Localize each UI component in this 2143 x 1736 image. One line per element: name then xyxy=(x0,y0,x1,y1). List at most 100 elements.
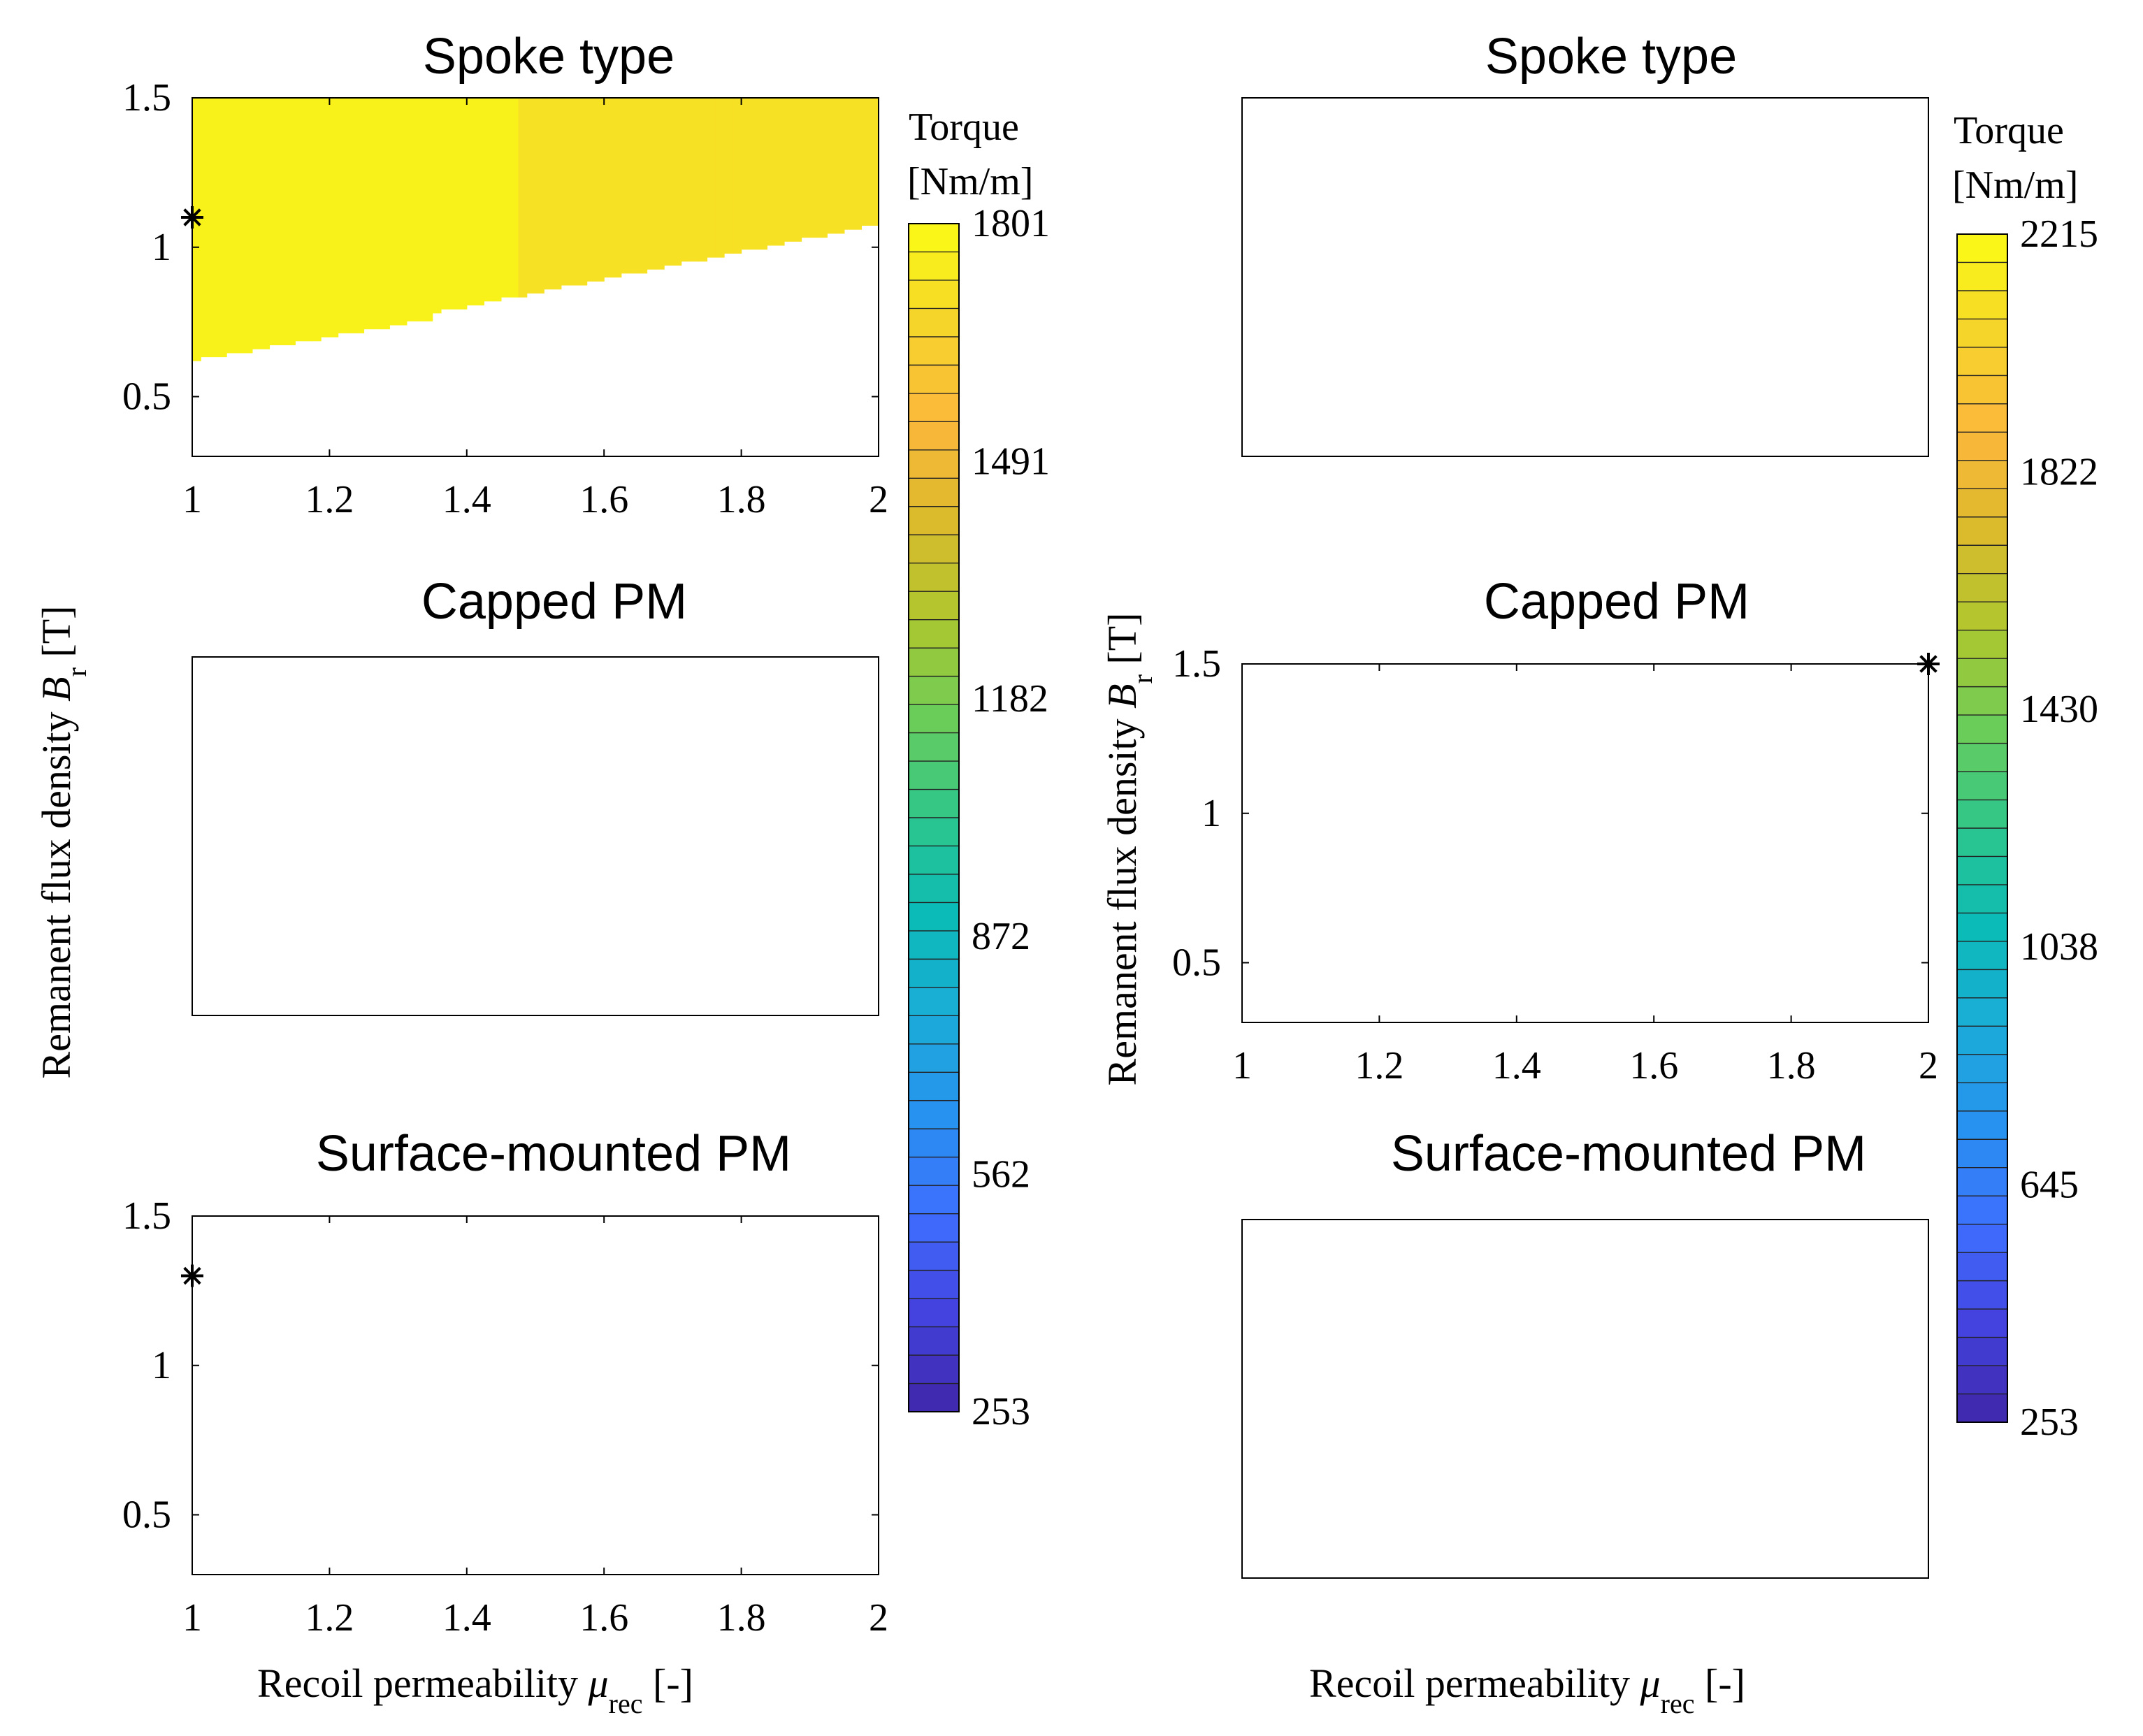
contour-band xyxy=(304,1479,313,1495)
contour-band xyxy=(707,1216,716,1268)
contour-band xyxy=(1508,760,1517,776)
contour-band xyxy=(664,1431,673,1447)
contour-band xyxy=(1294,739,1303,760)
contour-band xyxy=(1568,835,1577,851)
contour-band xyxy=(1782,887,1791,907)
colorbar-segment xyxy=(909,902,959,932)
contour-band xyxy=(269,98,279,345)
contour-line xyxy=(192,1299,561,1465)
contour-band xyxy=(1379,923,1388,939)
contour-band xyxy=(1499,851,1508,871)
contour-band xyxy=(218,1483,227,1499)
contour-band xyxy=(1439,680,1448,700)
colorbar-tick-label: 1430 xyxy=(2020,688,2098,731)
contour-band xyxy=(1628,795,1637,816)
contour-band xyxy=(1911,851,1920,871)
contour-band xyxy=(561,1475,570,1491)
contour-band xyxy=(656,1495,665,1507)
contour-band xyxy=(1559,760,1568,776)
contour-band xyxy=(1834,939,1843,959)
contour-band xyxy=(441,1419,450,1435)
contour-band xyxy=(707,1303,716,1319)
contour-band xyxy=(1371,923,1380,939)
contour-band xyxy=(1414,760,1423,776)
contour-band xyxy=(1731,776,1740,796)
contour-band xyxy=(1826,760,1835,776)
contour-band xyxy=(1748,959,1757,963)
contour-band xyxy=(1260,851,1269,871)
contour-band xyxy=(1808,835,1817,851)
contour-band xyxy=(467,1343,476,1359)
contour-band xyxy=(1371,851,1380,871)
colorbar-segment xyxy=(1957,460,2007,489)
contour-band xyxy=(493,1216,502,1332)
contour-band xyxy=(1603,871,1612,887)
contour-band xyxy=(1482,887,1492,907)
contour-band xyxy=(295,1499,304,1512)
contour-band xyxy=(535,1531,544,1543)
contour-band xyxy=(1748,835,1757,851)
contour-band xyxy=(1405,959,1414,975)
contour-line xyxy=(373,1329,879,1541)
contour-band xyxy=(707,1531,716,1551)
contour-band xyxy=(784,1396,793,1412)
contour-band xyxy=(716,1264,725,1284)
contour-band xyxy=(226,1511,236,1527)
contour-band xyxy=(776,1292,785,1308)
contour-band xyxy=(604,1368,613,1380)
contour-band xyxy=(1628,907,1637,923)
contour-band xyxy=(733,1503,742,1519)
contour-band xyxy=(449,1491,459,1507)
contour-band xyxy=(1662,851,1671,871)
contour-band xyxy=(287,1387,296,1403)
contour-band xyxy=(1379,664,1388,680)
contour-band xyxy=(1903,851,1912,871)
contour-band xyxy=(1525,959,1534,963)
contour-band xyxy=(321,1391,330,1408)
contour-band xyxy=(836,1264,845,1280)
contour-band xyxy=(278,1408,287,1428)
contour-band xyxy=(742,1252,751,1272)
contour-band xyxy=(1903,776,1912,796)
contour-band xyxy=(1834,835,1843,851)
contour-band xyxy=(1431,760,1440,776)
contour-band xyxy=(1808,959,1817,963)
contour-band xyxy=(1354,871,1363,887)
axis-ticks: 1 1.2 1.4 1.6 1.8 20.511.5 xyxy=(1172,642,1938,1087)
contour-band xyxy=(733,1463,742,1475)
contour-band xyxy=(510,1495,519,1511)
contour-band xyxy=(733,1256,742,1276)
contour-band xyxy=(1439,975,1448,979)
contour-band xyxy=(844,1276,853,1296)
contour-band xyxy=(304,1463,313,1479)
contour-band xyxy=(1860,959,1869,963)
contour-band xyxy=(1525,760,1534,776)
contour-band xyxy=(415,1216,424,1348)
contour-band xyxy=(544,1439,553,1452)
contour-band xyxy=(1260,680,1269,700)
contour-band xyxy=(1852,939,1861,959)
contour-band xyxy=(1345,923,1354,939)
contour-band xyxy=(1637,760,1646,776)
contour-band xyxy=(1242,816,1251,836)
contour-band xyxy=(672,1303,681,1319)
contour-band xyxy=(1482,795,1492,816)
contour-band xyxy=(1834,851,1843,871)
contour-band xyxy=(449,1463,459,1479)
contour-band xyxy=(1276,907,1285,923)
contour-band xyxy=(1714,739,1723,760)
contour-band xyxy=(1611,760,1620,776)
contour-band xyxy=(1920,816,1929,836)
contour-band xyxy=(612,1391,621,1408)
contour-band xyxy=(1285,835,1294,851)
contour-band xyxy=(1817,923,1826,939)
contour-band xyxy=(1405,760,1414,776)
contour-band xyxy=(544,1216,553,1308)
contour-band xyxy=(424,1380,433,1396)
contour-band xyxy=(1508,720,1517,740)
contour-band xyxy=(844,1471,853,1543)
contour-band xyxy=(381,1475,390,1491)
contour-band xyxy=(716,1316,725,1332)
colorbar-segment xyxy=(1957,573,2007,602)
contour-band xyxy=(810,1459,819,1472)
